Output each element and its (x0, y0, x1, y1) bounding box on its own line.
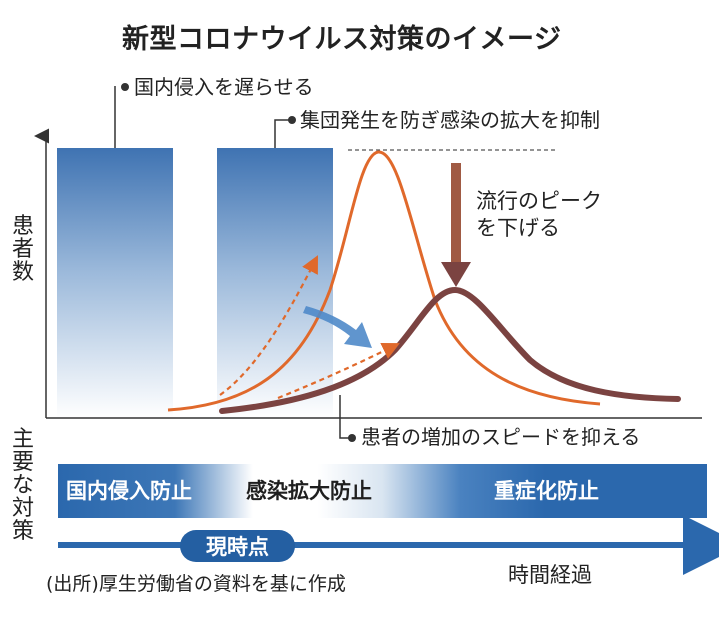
flattened-epidemic-curve (219, 286, 681, 414)
growth-dashed-arrow-1 (219, 255, 318, 396)
y-axis-label-char: 数 (11, 260, 34, 286)
measures-label: 主 要 な 対 策 (10, 427, 36, 545)
callout-cluster-dot (288, 116, 296, 124)
measures-label-char: 要 (11, 450, 34, 476)
uncontrolled-epidemic-curve (167, 150, 601, 412)
source-note: (出所)厚生労働省の資料を基に作成 (46, 573, 346, 595)
growth-dashed-arrow-2 (277, 342, 400, 400)
lower-peak-arrow-head (441, 262, 471, 287)
y-axis-label: 患 者 数 (10, 215, 36, 284)
measure-severity-prevention: 重症化防止 (494, 479, 599, 503)
lower-peak-arrow-shaft (451, 163, 461, 268)
callout-entry-delay: 国内侵入を遅らせる (134, 75, 314, 99)
callout-entry-dot (121, 83, 129, 91)
cluster-prevention-bar (217, 148, 333, 418)
callout-cluster-suppression: 集団発生を防ぎ感染の拡大を抑制 (300, 108, 600, 132)
entry-prevention-bar (57, 148, 173, 418)
time-elapsed-label: 時間経過 (508, 563, 592, 587)
peak-note-line1: 流行のピーク (476, 189, 602, 213)
y-axis-label-char: 者 (11, 237, 34, 263)
measure-entry-prevention: 国内侵入防止 (66, 479, 192, 503)
measures-label-char: 策 (11, 519, 34, 545)
callout-slow-growth: 患者の増加のスピードを抑える (361, 425, 641, 449)
y-axis-label-char: 患 (11, 214, 34, 239)
current-time-badge: 現時点 (180, 530, 295, 562)
diagram-title: 新型コロナウイルス対策のイメージ (122, 24, 562, 55)
measures-label-char: な (11, 473, 34, 499)
callout-speed-dot (348, 434, 356, 442)
measures-label-char: 対 (11, 496, 34, 522)
callout-cluster-leader (274, 119, 292, 148)
callout-speed-leader (339, 395, 352, 439)
measure-spread-prevention: 感染拡大防止 (246, 479, 372, 503)
peak-note-line2: を下げる (476, 216, 560, 240)
measures-label-char: 主 (11, 427, 34, 452)
measures-band (58, 464, 707, 518)
slowdown-arrow (303, 306, 372, 348)
